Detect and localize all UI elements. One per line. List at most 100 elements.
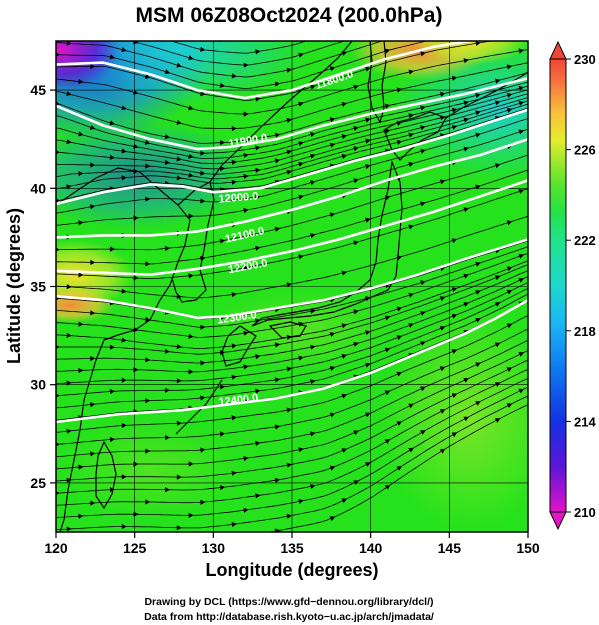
wind-arrowhead bbox=[384, 195, 391, 201]
wind-arrowhead bbox=[341, 270, 348, 276]
wind-arrowhead bbox=[200, 395, 206, 401]
wind-arrowhead bbox=[531, 33, 536, 38]
wind-arrowhead bbox=[243, 111, 249, 117]
wind-arrowhead bbox=[286, 67, 292, 73]
wind-arrowhead bbox=[78, 321, 84, 327]
wind-arrowhead bbox=[452, 22, 457, 27]
wind-arrowhead bbox=[310, 84, 316, 90]
wind-arrowhead bbox=[219, 238, 226, 244]
wind-arrowhead bbox=[475, 41, 481, 46]
wind-arrowhead bbox=[420, 105, 426, 111]
wind-arrowhead bbox=[255, 245, 261, 251]
wind-arrowhead bbox=[420, 341, 426, 346]
wind-arrowhead bbox=[463, 416, 469, 422]
wind-arrowhead bbox=[365, 66, 371, 72]
wind-arrowhead bbox=[494, 302, 501, 307]
y-axis-label: Latitude (degrees) bbox=[4, 208, 24, 364]
wind-arrowhead bbox=[329, 117, 336, 123]
wind-arrowhead bbox=[475, 93, 481, 99]
wind-arrowhead bbox=[121, 474, 127, 480]
wind-arrowhead bbox=[365, 164, 371, 170]
y-tick-label: 35 bbox=[30, 279, 46, 295]
wind-arrowhead bbox=[78, 513, 84, 519]
wind-arrowhead bbox=[451, 238, 458, 244]
wind-arrowhead bbox=[219, 82, 226, 88]
colorbar-tick-label: 218 bbox=[574, 324, 596, 339]
wind-arrowhead bbox=[109, 120, 115, 126]
x-tick-label: 135 bbox=[280, 540, 304, 556]
wind-arrowhead bbox=[66, 428, 72, 434]
wind-arrowhead bbox=[384, 347, 391, 353]
wind-arrowhead bbox=[56, 491, 60, 496]
wind-arrowhead bbox=[396, 465, 403, 471]
wind-arrowhead bbox=[531, 115, 536, 120]
wind-arrowhead bbox=[78, 79, 84, 85]
y-tick-label: 40 bbox=[30, 180, 46, 196]
wind-arrowhead bbox=[329, 212, 336, 218]
wind-arrowhead bbox=[341, 448, 348, 453]
wind-arrowhead bbox=[408, 224, 414, 230]
wind-arrowhead bbox=[439, 409, 446, 414]
wind-arrowhead bbox=[463, 378, 469, 383]
wind-arrowhead bbox=[243, 507, 249, 513]
wind-arrowhead bbox=[90, 63, 96, 70]
x-tick-label: 140 bbox=[359, 540, 383, 556]
wind-arrowhead bbox=[78, 367, 84, 374]
wind-arrowhead bbox=[145, 163, 151, 169]
wind-arrowhead bbox=[219, 350, 226, 356]
x-tick-label: 150 bbox=[516, 540, 540, 556]
wind-arrowhead bbox=[164, 348, 171, 354]
wind-arrowhead bbox=[121, 377, 127, 383]
wind-arrowhead bbox=[518, 85, 525, 91]
wind-arrowhead bbox=[109, 487, 115, 493]
wind-arrowhead bbox=[121, 105, 127, 111]
wind-arrowhead bbox=[255, 388, 261, 394]
wind-arrowhead bbox=[243, 152, 249, 158]
wind-arrowhead bbox=[219, 485, 226, 491]
height-contour bbox=[56, 41, 477, 100]
wind-arrowhead bbox=[286, 282, 292, 288]
wind-arrowhead bbox=[286, 462, 292, 468]
wind-arrowhead bbox=[188, 55, 194, 61]
wind-arrowhead bbox=[298, 254, 304, 260]
wind-arrowhead bbox=[110, 10, 116, 15]
wind-arrowhead bbox=[243, 173, 249, 179]
colorbar-ticks: 210 214 218 222 226 230 bbox=[566, 52, 596, 520]
wind-arrowhead bbox=[298, 52, 304, 58]
wind-arrowhead bbox=[365, 296, 371, 302]
wind-arrowhead bbox=[439, 296, 446, 302]
plot-area: 11800.011900.012000.012100.012200.012300… bbox=[56, 10, 536, 532]
credit-drawing: Drawing by DCL (https://www.gfd−dennou.o… bbox=[144, 596, 433, 608]
wind-arrowhead bbox=[353, 84, 359, 90]
wind-arrowhead bbox=[408, 69, 414, 75]
wind-arrowhead bbox=[495, 26, 500, 31]
wind-arrowhead bbox=[90, 355, 96, 362]
wind-arrowhead bbox=[200, 255, 206, 262]
wind-arrowhead bbox=[475, 401, 481, 406]
wind-arrowhead bbox=[384, 439, 391, 444]
wind-arrowhead bbox=[90, 402, 96, 408]
wind-arrowhead bbox=[518, 278, 525, 283]
wind-arrowhead bbox=[298, 447, 304, 453]
wind-arrowhead bbox=[145, 499, 151, 505]
wind-arrowhead bbox=[451, 393, 458, 398]
wind-arrowhead bbox=[255, 167, 261, 173]
wind-arrowhead bbox=[384, 103, 391, 109]
wind-arrowhead bbox=[90, 162, 96, 168]
wind-arrowhead bbox=[353, 240, 359, 246]
wind-arrowhead bbox=[310, 233, 316, 239]
wind-arrowhead bbox=[463, 100, 469, 106]
wind-arrowhead bbox=[243, 62, 249, 68]
colorbar-max-triangle bbox=[549, 40, 567, 60]
wind-arrowhead bbox=[396, 371, 403, 377]
wind-arrowhead bbox=[329, 412, 336, 418]
wind-arrowhead bbox=[420, 125, 426, 131]
colorbar-min-triangle bbox=[549, 511, 567, 531]
temperature-field bbox=[56, 41, 528, 530]
wind-arrowhead bbox=[121, 148, 127, 154]
wind-arrowhead bbox=[109, 344, 115, 350]
wind-arrowhead bbox=[231, 343, 237, 349]
wind-arrowhead bbox=[518, 48, 525, 54]
wind-arrowhead bbox=[243, 265, 249, 271]
